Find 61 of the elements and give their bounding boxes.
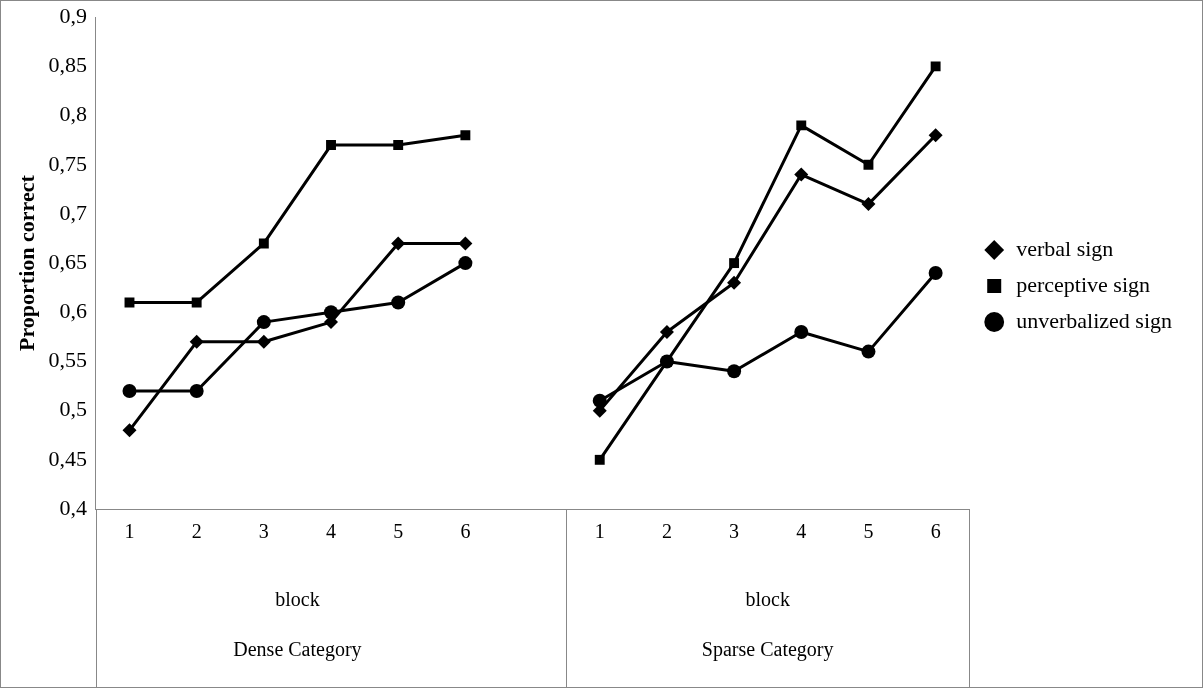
y-tick-label: 0,75	[48, 150, 87, 176]
y-tick-label: 0,9	[59, 2, 87, 28]
point	[796, 120, 807, 131]
point	[928, 265, 943, 280]
legend-label: perceptive sign	[1016, 271, 1151, 297]
point	[594, 454, 605, 465]
x-tick-label: 6	[460, 520, 471, 543]
point	[122, 383, 137, 398]
x-tick-label: 1	[124, 520, 135, 543]
y-tick-label: 0,45	[48, 445, 87, 471]
x-tick-label: 3	[258, 520, 269, 543]
point	[256, 315, 271, 330]
y-tick-label: 0,7	[59, 199, 87, 225]
text: block	[275, 588, 320, 611]
legend-label: unverbalized sign	[1016, 307, 1173, 333]
point	[458, 236, 473, 251]
x-tick-label: 4	[326, 520, 337, 543]
point	[729, 258, 740, 269]
point	[258, 238, 269, 249]
point	[930, 61, 941, 72]
text: block	[745, 588, 790, 611]
point	[794, 324, 809, 339]
point	[458, 256, 473, 271]
point	[861, 344, 876, 359]
point	[861, 197, 876, 212]
point	[727, 275, 742, 290]
y-tick-label: 0,55	[48, 347, 87, 373]
x-tick-label: 3	[729, 520, 740, 543]
point	[659, 324, 674, 339]
y-tick-label: 0,85	[48, 52, 87, 78]
point	[727, 364, 742, 379]
legend-label: verbal sign	[1016, 235, 1114, 261]
text: Dense Category	[233, 638, 362, 662]
y-axis-title: Proportion correct	[13, 174, 39, 351]
point	[393, 140, 404, 151]
x-tick-label: 2	[661, 520, 672, 543]
point	[122, 423, 137, 438]
point	[391, 236, 406, 251]
x-tick-label: 1	[594, 520, 605, 543]
point	[256, 334, 271, 349]
x-tick-label: 4	[796, 520, 807, 543]
point	[794, 167, 809, 182]
text: Sparse Category	[701, 638, 834, 662]
y-tick-label: 0,65	[48, 248, 87, 274]
point	[124, 297, 135, 308]
x-tick-label: 6	[930, 520, 941, 543]
point	[391, 295, 406, 310]
point	[189, 334, 204, 349]
x-tick-label: 5	[393, 520, 404, 543]
point	[326, 140, 336, 151]
point	[189, 383, 204, 398]
y-tick-label: 0,8	[59, 101, 87, 127]
point	[863, 159, 874, 170]
point	[191, 297, 202, 308]
point	[928, 128, 943, 143]
x-tick-label: 2	[191, 520, 202, 543]
y-tick-label: 0,5	[59, 396, 87, 422]
y-tick-label: 0,6	[59, 298, 87, 324]
y-tick-label: 0,4	[59, 494, 87, 520]
x-tick-label: 5	[863, 520, 874, 543]
point	[460, 130, 471, 141]
